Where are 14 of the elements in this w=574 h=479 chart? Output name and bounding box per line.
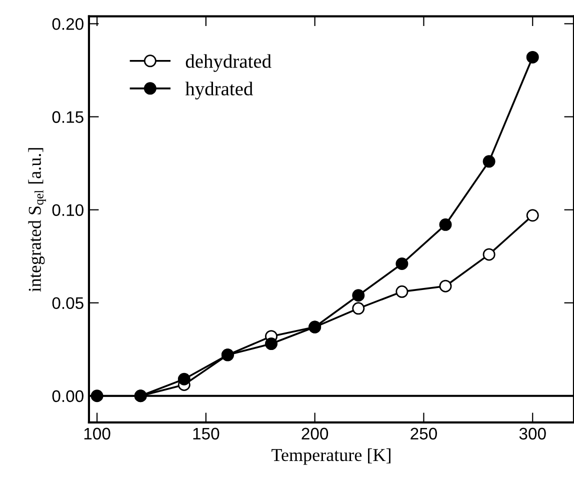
- y-tick-label: 0.20: [52, 18, 84, 30]
- x-tick-label: 300: [519, 428, 546, 440]
- x-tick-label: 150: [193, 428, 220, 440]
- y-tick-label: 0.00: [52, 390, 84, 402]
- x-tick-label: 250: [410, 428, 437, 440]
- legend-label: hydrated: [185, 82, 253, 100]
- y-tick-label: 0.05: [52, 297, 84, 310]
- y-tick-label: 0.10: [52, 204, 84, 216]
- x-axis-title: Temperature [K]: [272, 448, 390, 465]
- y-axis-title: integrated S$_{qel}$ [a.u.]: [28, 148, 46, 292]
- x-tick-label: 100: [84, 428, 110, 440]
- legend-label: dehydrated: [186, 54, 272, 72]
- y-tick-label: 0.15: [52, 111, 84, 123]
- x-tick-label: 200: [302, 428, 328, 440]
